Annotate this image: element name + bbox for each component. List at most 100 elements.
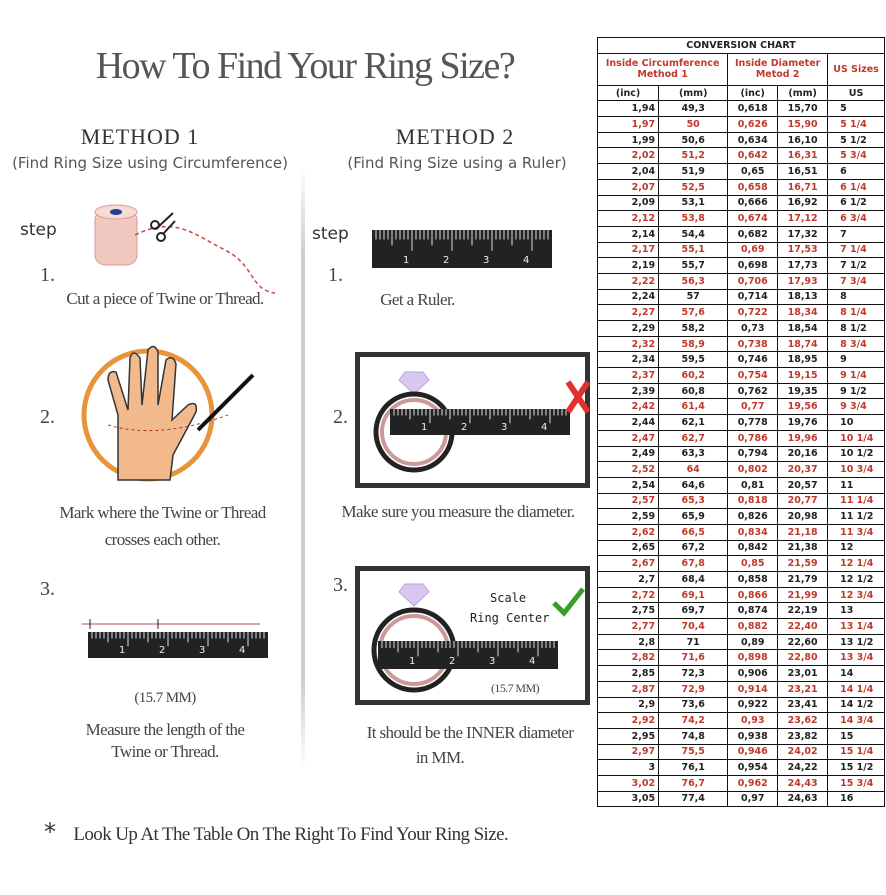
table-cell: 73,6: [658, 696, 729, 714]
table-cell: 18,74: [777, 335, 829, 353]
table-row: 1,97 50 0,626 15,90 5 1/4: [596, 116, 885, 133]
table-cell: 20,98: [777, 508, 829, 525]
table-cell: 0,682: [727, 225, 779, 243]
table-cell: 15 3/4: [827, 774, 885, 792]
diamond-ring-icon: [371, 583, 457, 693]
table-row: 2,42 61,4 0,77 19,56 9 3/4: [596, 398, 885, 416]
group-label: Inside Circumference: [605, 58, 720, 70]
table-cell: 0,914: [727, 680, 779, 698]
table-cell: 18,13: [777, 288, 829, 306]
table-cell: 1,99: [596, 131, 660, 149]
table-cell: 66,5: [658, 523, 729, 541]
table-cell: 2,02: [596, 147, 660, 165]
table-cell: 14: [827, 665, 885, 682]
table-row: 3,02 76,7 0,962 24,43 15 3/4: [596, 774, 885, 792]
table-cell: 53,8: [658, 210, 729, 227]
table-cell: 2,09: [596, 194, 660, 212]
table-cell: 17,12: [777, 210, 829, 227]
table-row: 2,57 65,3 0,818 20,77 11 1/4: [596, 492, 885, 510]
table-row: 2,95 74,8 0,938 23,82 15: [596, 727, 885, 745]
table-cell: 0,802: [727, 461, 779, 478]
table-row: 2,14 54,4 0,682 17,32 7: [596, 225, 885, 243]
table-cell: 12 1/4: [827, 555, 885, 572]
table-row: 2,67 67,8 0,85 21,59 12 1/4: [596, 555, 885, 572]
step-text-2: Twine or Thread.: [111, 742, 219, 761]
table-cell: 23,62: [777, 712, 829, 729]
ruler-number: 2: [159, 645, 166, 656]
table-cell: 6 1/4: [827, 178, 885, 196]
table-cell: 53,1: [658, 194, 729, 212]
table-cell: 22,19: [777, 602, 829, 620]
table-cell: 2,49: [596, 445, 660, 463]
ruler-number: 1: [409, 656, 416, 667]
table-row: 2,85 72,3 0,906 23,01 14: [596, 665, 885, 682]
table-row: 2,97 75,5 0,946 24,02 15 1/4: [596, 743, 885, 761]
table-cell: 51,9: [658, 163, 729, 180]
table-cell: 50: [658, 116, 729, 133]
table-row: 2,49 63,3 0,794 20,16 10 1/2: [596, 445, 885, 463]
table-cell: 16,71: [777, 178, 829, 196]
table-cell: 8 1/4: [827, 304, 885, 321]
table-cell: 0,794: [727, 445, 779, 463]
table-cell: 56,3: [658, 272, 729, 290]
scale-label: Scale: [490, 591, 527, 605]
step-label: step: [20, 220, 57, 240]
table-row: 2,92 74,2 0,93 23,62 14 3/4: [596, 712, 885, 729]
table-cell: 24,63: [777, 790, 829, 808]
table-row: 2,34 59,5 0,746 18,95 9: [596, 351, 885, 369]
table-row: 2,17 55,1 0,69 17,53 7 1/4: [596, 241, 885, 259]
thread-spool-icon: [94, 204, 276, 294]
table-row: 2,27 57,6 0,722 18,34 8 1/4: [596, 304, 885, 321]
table-cell: 10 1/4: [827, 429, 885, 447]
table-cell: 2,87: [596, 680, 660, 698]
table-cell: 18,54: [777, 320, 829, 337]
table-cell: 0,882: [727, 618, 779, 635]
table-cell: 49,3: [658, 100, 729, 118]
table-cell: 15: [827, 727, 885, 745]
table-cell: 5 1/4: [827, 116, 885, 133]
table-cell: 20,16: [777, 445, 829, 463]
method2-heading: METHOD 2: [395, 124, 515, 149]
table-cell: 21,99: [777, 586, 829, 604]
ruler-number: 1: [119, 645, 126, 656]
table-cell: 60,8: [658, 382, 729, 400]
thread-line: [82, 619, 260, 629]
table-cell: 2,34: [596, 351, 660, 369]
ruler-number: 2: [443, 255, 450, 266]
table-row: 2,09 53,1 0,666 16,92 6 1/2: [596, 194, 885, 212]
table-row: 2,07 52,5 0,658 16,71 6 1/4: [596, 178, 885, 196]
table-cell: 0,962: [727, 774, 779, 792]
table-cell: 7 1/2: [827, 257, 885, 274]
table-cell: 0,73: [727, 320, 779, 337]
table-row: 2,19 55,7 0,698 17,73 7 1/2: [596, 257, 885, 274]
table-cell: 11 1/4: [827, 492, 885, 510]
unit-header: US: [827, 84, 885, 102]
table-cell: 17,53: [777, 241, 829, 259]
table-cell: 69,1: [658, 586, 729, 604]
table-cell: 21,79: [777, 571, 829, 588]
step-number: 3.: [333, 574, 348, 596]
ruler-number: 3: [501, 422, 508, 433]
table-cell: 5: [827, 100, 885, 118]
table-row: 2,37 60,2 0,754 19,15 9 1/4: [596, 367, 885, 384]
step-text: Cut a piece of Twine or Thread.: [66, 289, 264, 308]
table-cell: 21,38: [777, 539, 829, 557]
ruler-graphic: [372, 230, 552, 268]
table-cell: 65,9: [658, 508, 729, 525]
table-cell: 74,8: [658, 727, 729, 745]
table-cell: 2,95: [596, 727, 660, 745]
table-cell: 2,65: [596, 539, 660, 557]
table-row: 2,87 72,9 0,914 23,21 14 1/4: [596, 680, 885, 698]
table-cell: 0,97: [727, 790, 779, 808]
table-cell: 17,93: [777, 272, 829, 290]
table-cell: 75,5: [658, 743, 729, 761]
table-cell: 0,698: [727, 257, 779, 274]
step-text: Mark where the Twine or Thread: [59, 503, 266, 522]
diameter-wrong-panel: 1 2 3 4: [355, 352, 591, 488]
step-text: Get a Ruler.: [380, 290, 455, 309]
ruler-number: 3: [199, 645, 206, 656]
table-cell: 24,43: [777, 774, 829, 792]
chart-title: CONVERSION CHART: [597, 37, 885, 54]
method2-subtitle: (Find Ring Size using a Ruler): [347, 154, 567, 172]
table-cell: 17,73: [777, 257, 829, 274]
